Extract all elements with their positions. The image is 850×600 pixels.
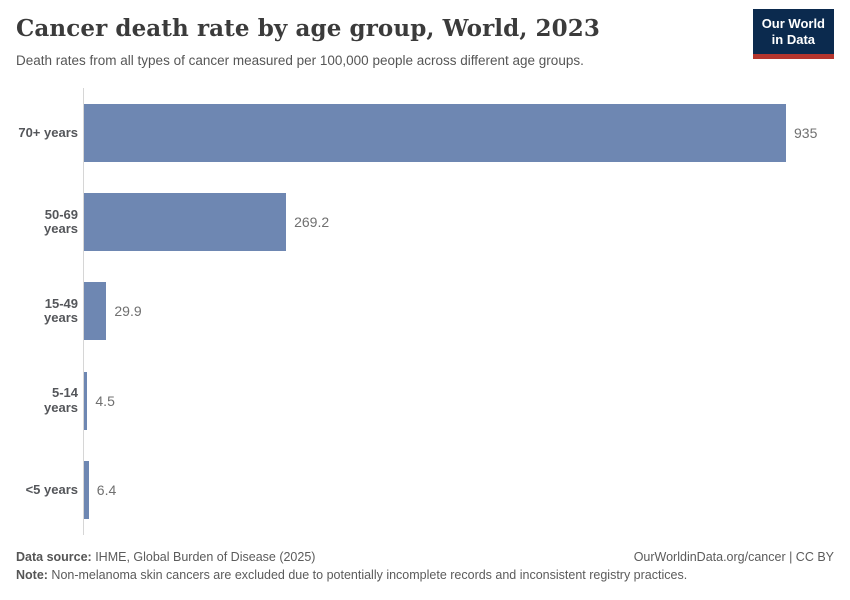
bar-5-years[interactable] — [84, 460, 89, 519]
bar-row: 70+ years 935 — [16, 88, 850, 178]
owid-logo-line2: in Data — [771, 32, 816, 48]
data-source-text: IHME, Global Burden of Disease (2025) — [91, 549, 316, 564]
note-text: Non-melanoma skin cancers are excluded d… — [47, 567, 688, 582]
chart-title: Cancer death rate by age group, World, 2… — [16, 15, 600, 42]
plot-area-row: 4.5 — [83, 356, 850, 446]
category-tick-label: 15-49 years — [44, 296, 78, 326]
plot-area-row: 6.4 — [83, 445, 850, 535]
category-tick-label: 5-14 years — [44, 385, 78, 415]
chart-header: Cancer death rate by age group, World, 2… — [0, 0, 850, 69]
owid-logo-line1: Our World — [761, 16, 825, 31]
bar-50-69-years[interactable] — [84, 193, 287, 252]
bar-70-years[interactable] — [84, 103, 786, 162]
value-label: 935 — [794, 124, 818, 141]
plot-area-row: 29.9 — [83, 266, 850, 357]
category-tick-label: <5 years — [25, 481, 78, 497]
value-label: 4.5 — [95, 392, 115, 409]
note-label: Note: — [16, 567, 48, 582]
plot-area-row: 269.2 — [83, 177, 850, 267]
data-source-label: Data source: — [16, 549, 92, 564]
chart-subtitle: Death rates from all types of cancer mea… — [16, 52, 584, 68]
bar-row: <5 years 6.4 — [16, 445, 850, 535]
bar-row: 15-49 years 29.9 — [16, 266, 850, 357]
value-label: 6.4 — [96, 481, 117, 498]
plot-area-row: 935 — [83, 88, 850, 178]
owid-logo[interactable]: Our World in Data — [752, 9, 834, 59]
data-source: Data source: IHME, Global Burden of Dise… — [16, 548, 315, 566]
value-label: 29.9 — [114, 303, 142, 320]
bar-row: 5-14 years 4.5 — [16, 356, 850, 446]
footer-line1: Data source: IHME, Global Burden of Dise… — [16, 548, 834, 566]
bar-row: 50-69 years 269.2 — [16, 177, 850, 267]
category-tick-label: 50-69 years — [44, 206, 78, 237]
owid-url-link[interactable]: OurWorldinData.org/cancer | CC BY — [633, 549, 834, 564]
header-text-block: Cancer death rate by age group, World, 2… — [16, 15, 600, 69]
bar-chart: 70+ years 935 50-69 years 269.2 15-49 years 2… — [0, 88, 850, 535]
chart-footer: Data source: IHME, Global Burden of Dise… — [0, 548, 850, 584]
category-tick-label: 70+ years — [18, 124, 78, 140]
bar-15-49-years[interactable] — [84, 282, 107, 341]
footer-note: Note: Non-melanoma skin cancers are excl… — [16, 566, 834, 584]
bar-5-14-years[interactable] — [84, 371, 88, 430]
value-label: 269.2 — [294, 214, 330, 231]
